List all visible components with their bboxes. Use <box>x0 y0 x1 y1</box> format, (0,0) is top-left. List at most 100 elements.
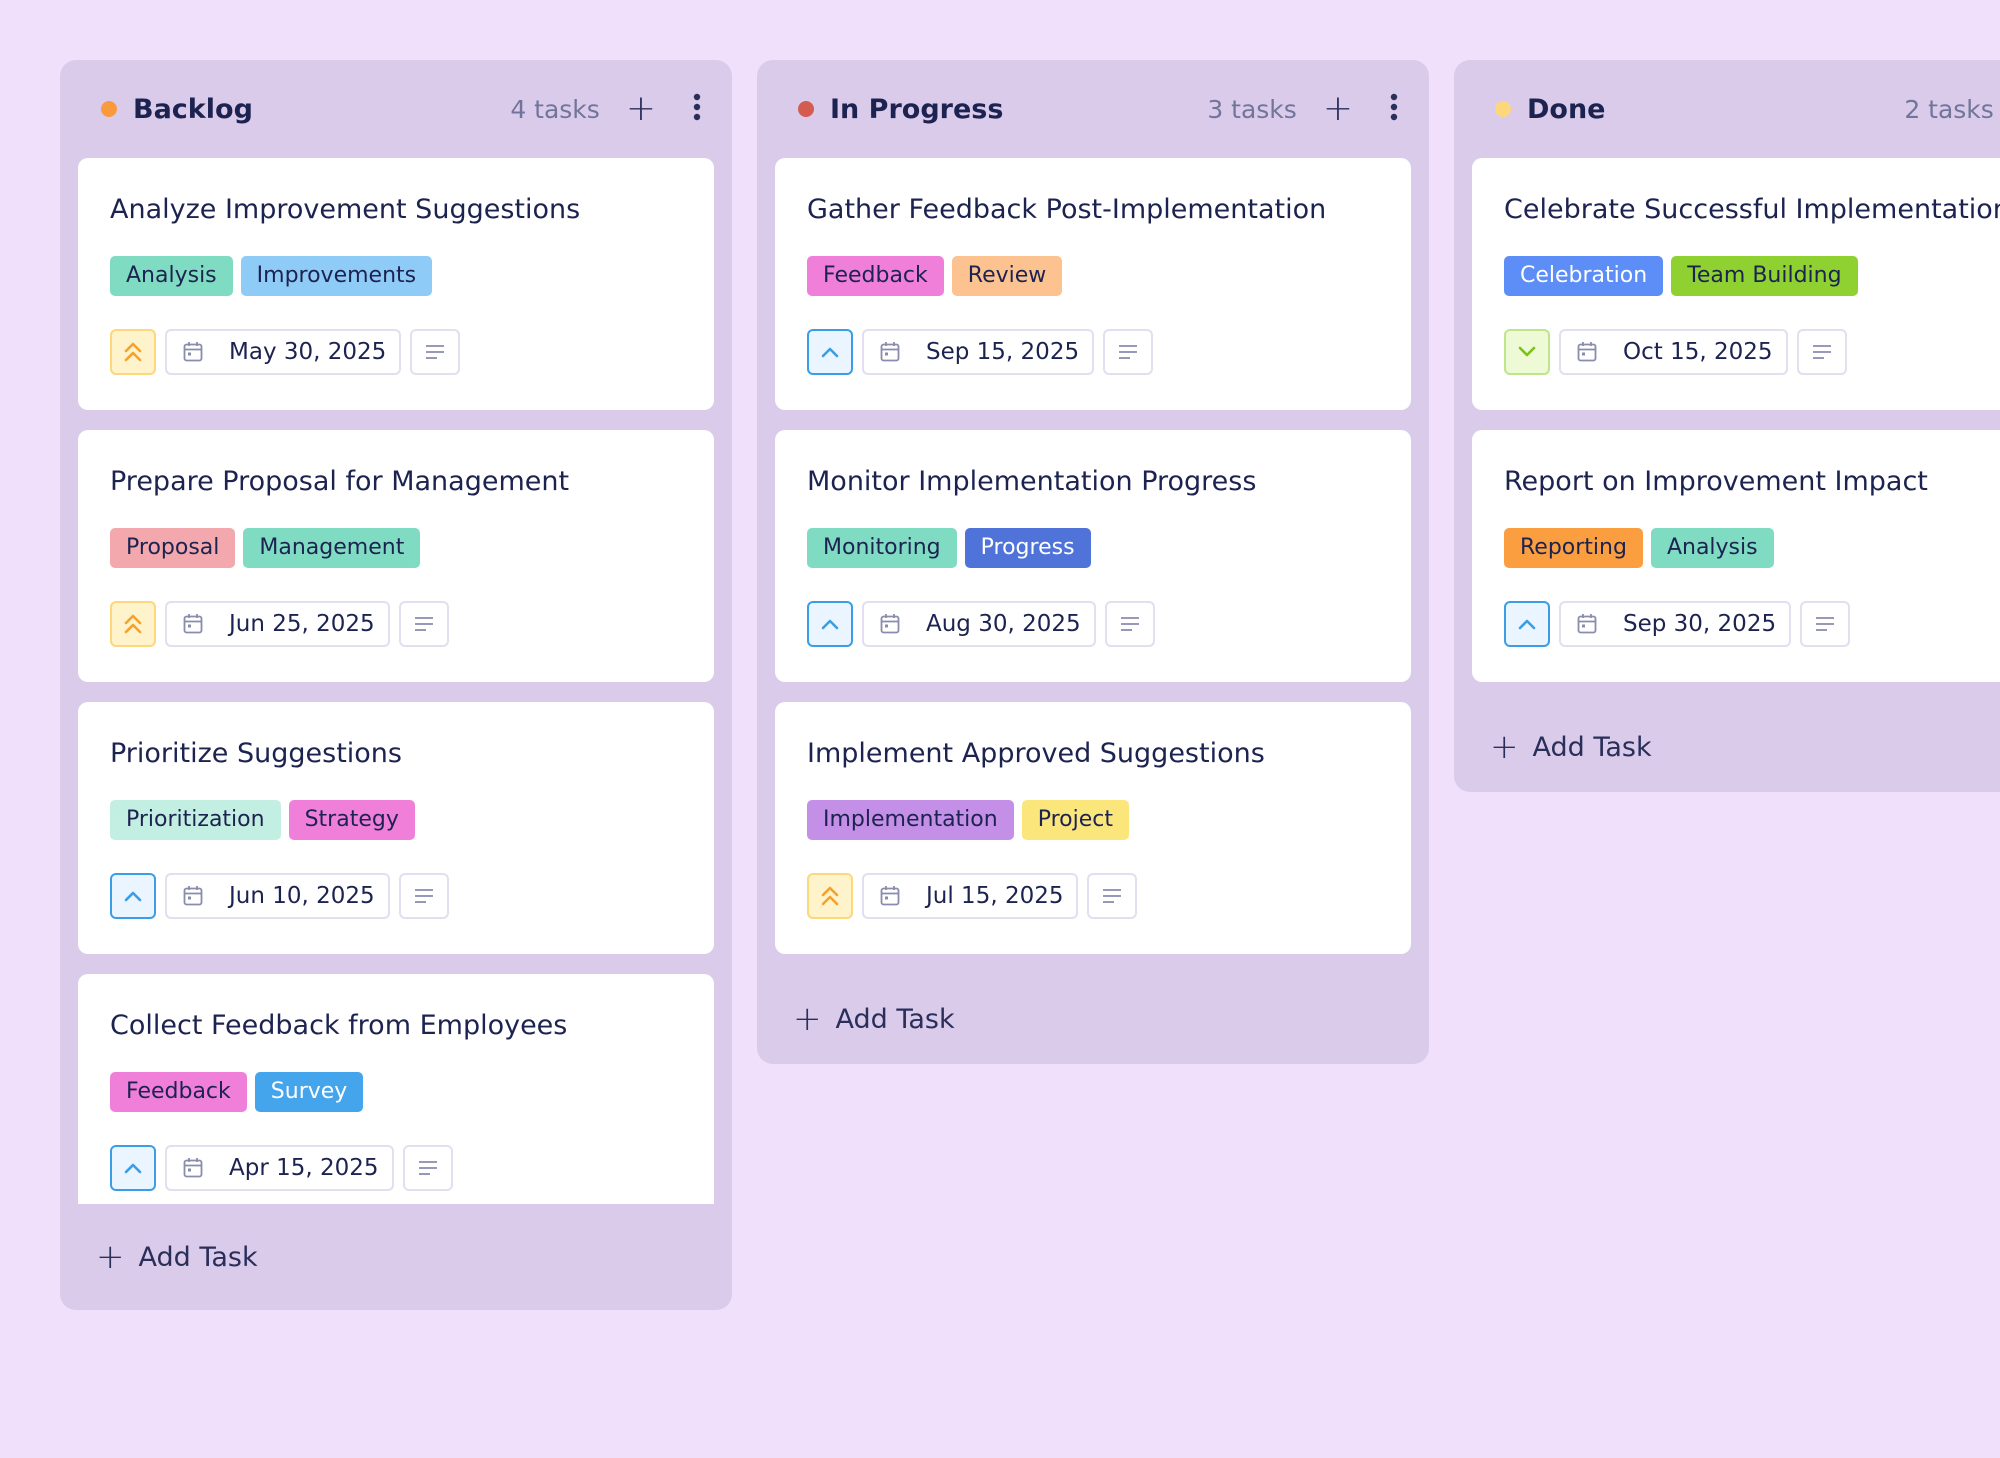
plus-icon[interactable]: + <box>625 88 656 129</box>
chevron-up-icon[interactable] <box>1504 601 1550 647</box>
task-card[interactable]: Prioritize Suggestions Prioritization Stra… <box>78 702 714 954</box>
tag-badge: Project <box>1021 800 1129 840</box>
task-card[interactable]: Analyze Improvement Suggestions Analysis I… <box>78 158 714 410</box>
due-date[interactable]: Sep 30, 2025 <box>1559 601 1792 647</box>
tag-list: Feedback Survey <box>110 1072 682 1112</box>
more-vertical-icon[interactable] <box>692 93 702 126</box>
due-date[interactable]: Oct 15, 2025 <box>1559 329 1788 375</box>
task-meta: Aug 30, 2025 <box>807 601 1379 647</box>
card-list: Gather Feedback Post-Implementation Feedb… <box>757 158 1429 954</box>
due-date-label: Oct 15, 2025 <box>1623 339 1773 365</box>
chevrons-up-icon[interactable] <box>807 873 853 919</box>
tag-badge: Review <box>951 256 1063 296</box>
tag-badge: Implementation <box>807 800 1014 840</box>
tag-badge: Prioritization <box>110 800 281 840</box>
status-dot-icon <box>1495 101 1511 117</box>
task-card[interactable]: Prepare Proposal for Management Proposal M… <box>78 430 714 682</box>
due-date-label: Sep 30, 2025 <box>1623 611 1777 637</box>
add-task-button[interactable]: + Add Task <box>1454 702 2000 792</box>
notes-icon[interactable] <box>402 1145 453 1191</box>
task-card[interactable]: Collect Feedback from Employees Feedback S… <box>78 974 714 1204</box>
due-date-label: Jun 10, 2025 <box>229 883 375 909</box>
due-date-label: Jun 25, 2025 <box>229 611 375 637</box>
task-meta: Sep 30, 2025 <box>1504 601 2000 647</box>
notes-icon[interactable] <box>410 329 461 375</box>
calendar-icon <box>183 885 216 907</box>
notes-icon[interactable] <box>398 601 449 647</box>
column-in-progress: In Progress 3 tasks + Gather Feedback Post-… <box>757 60 1429 1064</box>
status-dot-icon <box>101 101 117 117</box>
tag-list: Reporting Analysis <box>1504 528 2000 568</box>
task-card[interactable]: Implement Approved Suggestions Implementa… <box>775 702 1411 954</box>
chevron-up-icon[interactable] <box>110 873 156 919</box>
tag-badge: Reporting <box>1504 528 1643 568</box>
task-card[interactable]: Report on Improvement Impact Reporting Ana… <box>1472 430 2000 682</box>
chevron-up-icon[interactable] <box>110 1145 156 1191</box>
task-meta: May 30, 2025 <box>110 329 682 375</box>
add-task-button[interactable]: + Add Task <box>757 974 1429 1064</box>
add-task-button[interactable]: + Add Task <box>60 1204 732 1310</box>
due-date[interactable]: May 30, 2025 <box>165 329 402 375</box>
due-date-label: Jul 15, 2025 <box>926 883 1064 909</box>
tag-badge: Monitoring <box>807 528 957 568</box>
calendar-icon <box>183 613 216 635</box>
tag-badge: Celebration <box>1504 256 1664 296</box>
task-card[interactable]: Celebrate Successful Implementations Cele… <box>1472 158 2000 410</box>
tag-list: Celebration Team Building <box>1504 256 2000 296</box>
tag-badge: Progress <box>964 528 1091 568</box>
notes-icon[interactable] <box>1087 873 1138 919</box>
notes-icon[interactable] <box>398 873 449 919</box>
tag-badge: Proposal <box>110 528 236 568</box>
status-dot-icon <box>798 101 814 117</box>
due-date[interactable]: Jun 10, 2025 <box>165 873 390 919</box>
due-date[interactable]: Aug 30, 2025 <box>862 601 1096 647</box>
due-date[interactable]: Apr 15, 2025 <box>165 1145 394 1191</box>
notes-icon[interactable] <box>1800 601 1851 647</box>
add-task-label: Add Task <box>138 1241 258 1273</box>
chevrons-up-icon[interactable] <box>110 601 156 647</box>
due-date[interactable]: Sep 15, 2025 <box>862 329 1095 375</box>
tag-list: Proposal Management <box>110 528 682 568</box>
column-title: Backlog <box>133 93 253 125</box>
chevron-down-icon[interactable] <box>1504 329 1550 375</box>
tag-badge: Improvements <box>240 256 433 296</box>
calendar-icon <box>880 885 913 907</box>
task-meta: Apr 15, 2025 <box>110 1145 682 1191</box>
plus-icon[interactable]: + <box>1322 88 1353 129</box>
task-card[interactable]: Monitor Implementation Progress Monitorin… <box>775 430 1411 682</box>
add-task-label: Add Task <box>835 1003 955 1035</box>
tag-badge: Feedback <box>807 256 944 296</box>
tag-badge: Team Building <box>1671 256 1858 296</box>
plus-icon: + <box>1490 727 1519 767</box>
notes-icon[interactable] <box>1796 329 1847 375</box>
more-vertical-icon[interactable] <box>1389 93 1399 126</box>
tag-badge: Survey <box>254 1072 364 1112</box>
task-card[interactable]: Gather Feedback Post-Implementation Feedb… <box>775 158 1411 410</box>
task-meta: Jun 25, 2025 <box>110 601 682 647</box>
calendar-icon <box>1577 613 1610 635</box>
due-date-label: Aug 30, 2025 <box>926 611 1081 637</box>
column-done: Done 2 tasks + Celebrate Successful Impleme… <box>1454 60 2000 792</box>
add-task-label: Add Task <box>1532 731 1652 763</box>
notes-icon[interactable] <box>1103 329 1154 375</box>
task-title: Collect Feedback from Employees <box>110 1010 568 1041</box>
tag-list: Monitoring Progress <box>807 528 1379 568</box>
due-date[interactable]: Jun 25, 2025 <box>165 601 390 647</box>
task-title: Celebrate Successful Implementations <box>1504 194 2000 225</box>
notes-icon[interactable] <box>1104 601 1155 647</box>
chevron-up-icon[interactable] <box>807 601 853 647</box>
task-count: 4 tasks <box>510 94 600 124</box>
plus-icon: + <box>793 999 822 1039</box>
tag-list: Analysis Improvements <box>110 256 682 296</box>
due-date[interactable]: Jul 15, 2025 <box>862 873 1079 919</box>
tag-list: Implementation Project <box>807 800 1379 840</box>
task-title: Analyze Improvement Suggestions <box>110 194 581 225</box>
task-title: Monitor Implementation Progress <box>807 466 1257 497</box>
chevrons-up-icon[interactable] <box>110 329 156 375</box>
calendar-icon <box>183 1157 216 1179</box>
due-date-label: May 30, 2025 <box>229 339 387 365</box>
column-header: Backlog 4 tasks + <box>60 60 732 158</box>
due-date-label: Apr 15, 2025 <box>229 1155 379 1181</box>
chevron-up-icon[interactable] <box>807 329 853 375</box>
